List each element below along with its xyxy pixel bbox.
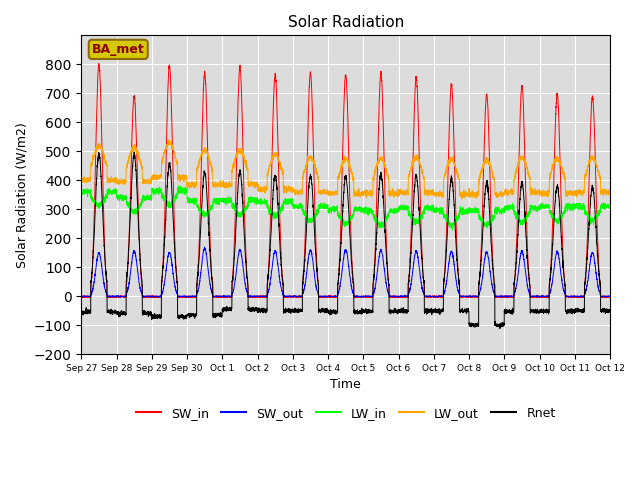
Rnet xyxy=(606,309,614,315)
X-axis label: Time: Time xyxy=(330,378,361,391)
LW_in xyxy=(464,207,472,213)
LW_out xyxy=(606,188,614,194)
SW_out xyxy=(494,294,502,300)
SW_in xyxy=(77,294,85,300)
LW_in xyxy=(605,203,613,209)
SW_out xyxy=(464,293,472,299)
Line: LW_out: LW_out xyxy=(81,140,610,199)
SW_out xyxy=(172,288,180,294)
Title: Solar Radiation: Solar Radiation xyxy=(287,15,404,30)
LW_in xyxy=(326,207,333,213)
SW_in xyxy=(464,295,472,300)
SW_out xyxy=(605,294,613,300)
Rnet xyxy=(496,325,504,331)
LW_out xyxy=(326,192,333,198)
SW_out xyxy=(606,294,614,300)
LW_in xyxy=(175,183,182,189)
LW_in xyxy=(606,203,614,209)
SW_in xyxy=(326,293,333,299)
LW_in xyxy=(494,208,502,214)
SW_out xyxy=(435,294,443,300)
Rnet xyxy=(131,149,138,155)
Rnet xyxy=(605,308,613,314)
LW_in xyxy=(435,207,442,213)
Line: Rnet: Rnet xyxy=(81,152,610,328)
LW_out xyxy=(173,157,180,163)
SW_in xyxy=(95,60,102,66)
LW_out xyxy=(435,191,442,196)
LW_out xyxy=(605,190,613,195)
LW_in xyxy=(77,188,85,194)
SW_out xyxy=(435,294,442,300)
Rnet xyxy=(326,309,333,315)
LW_out xyxy=(494,192,502,198)
Line: SW_in: SW_in xyxy=(81,63,610,298)
LW_out xyxy=(458,196,466,202)
SW_in xyxy=(605,294,613,300)
LW_in xyxy=(449,227,456,233)
LW_out xyxy=(77,175,85,181)
LW_out xyxy=(464,192,472,198)
Rnet xyxy=(77,310,85,315)
Rnet xyxy=(435,310,442,316)
SW_in xyxy=(435,293,443,299)
Y-axis label: Solar Radiation (W/m2): Solar Radiation (W/m2) xyxy=(15,122,28,267)
LW_out xyxy=(164,137,172,143)
Legend: SW_in, SW_out, LW_in, LW_out, Rnet: SW_in, SW_out, LW_in, LW_out, Rnet xyxy=(131,402,561,425)
Rnet xyxy=(494,323,502,329)
SW_out xyxy=(326,294,333,300)
Line: SW_out: SW_out xyxy=(81,247,610,297)
LW_in xyxy=(172,196,180,202)
SW_out xyxy=(77,294,85,300)
Line: LW_in: LW_in xyxy=(81,186,610,230)
SW_in xyxy=(494,294,502,300)
SW_in xyxy=(606,293,614,299)
Text: BA_met: BA_met xyxy=(92,43,145,56)
SW_out xyxy=(201,244,209,250)
Rnet xyxy=(173,270,180,276)
Rnet xyxy=(464,306,472,312)
SW_in xyxy=(106,295,113,300)
SW_in xyxy=(173,272,180,278)
